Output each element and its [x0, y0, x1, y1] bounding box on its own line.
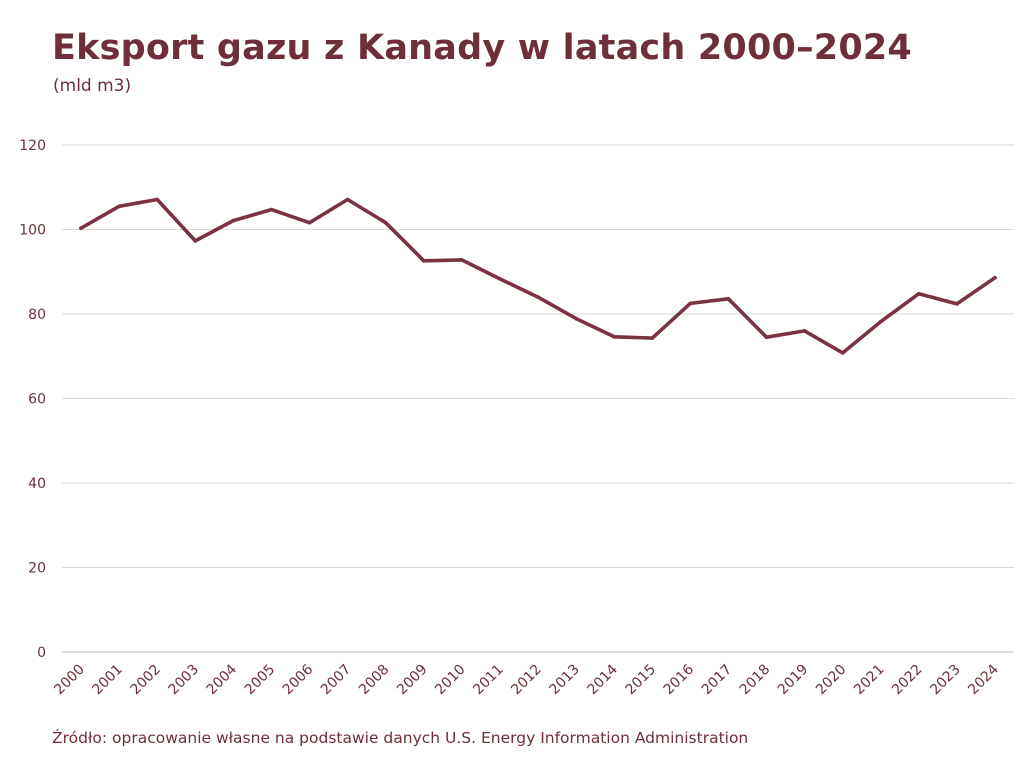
- x-tick-label: 2017: [699, 662, 736, 699]
- data-point: [840, 351, 845, 355]
- x-tick-label: 2009: [394, 662, 431, 699]
- data-point: [878, 319, 883, 324]
- y-tick-label: 100: [19, 223, 46, 239]
- y-tick-label: 0: [37, 645, 46, 661]
- x-tick-label: 2023: [927, 662, 964, 699]
- x-tick-label: 2004: [204, 661, 241, 698]
- y-tick-label: 80: [28, 307, 46, 323]
- x-tick-label: 2013: [546, 662, 583, 699]
- x-tick-label: 2019: [775, 662, 812, 699]
- data-point: [383, 220, 388, 225]
- x-axis-ticks: 2000 2001 2002 2003 2004 2005 2006 2007 2008 2009…: [51, 661, 1002, 698]
- x-tick-label: 2024: [965, 661, 1002, 698]
- data-point: [155, 197, 159, 202]
- x-tick-label: 2014: [584, 661, 621, 698]
- x-tick-label: 2021: [851, 662, 888, 699]
- data-point: [955, 302, 959, 306]
- data-point: [726, 296, 731, 301]
- data-point: [917, 291, 921, 296]
- data-point: [193, 239, 198, 243]
- data-point: [269, 207, 274, 212]
- data-point: [574, 316, 578, 321]
- data-point: [536, 295, 540, 299]
- y-tick-label: 120: [19, 138, 46, 154]
- gridlines: [62, 144, 1014, 653]
- y-axis-ticks: 0 20 40 60 80 100 120: [19, 138, 46, 661]
- x-tick-label: 2006: [280, 661, 317, 698]
- data-point: [307, 220, 312, 225]
- y-tick-label: 40: [28, 476, 46, 492]
- source-note: Źródło: opracowanie własne na podstawie …: [52, 729, 749, 747]
- data-point: [650, 336, 655, 340]
- x-tick-label: 2002: [127, 662, 164, 699]
- data-point: [498, 277, 502, 281]
- x-tick-label: 2000: [51, 662, 88, 699]
- data-point: [993, 275, 997, 280]
- data-point: [764, 335, 769, 340]
- data-point: [117, 204, 121, 209]
- chart-subtitle: (mld m3): [53, 76, 132, 96]
- x-tick-label: 2011: [470, 662, 507, 699]
- chart-title: Eksport gazu z Kanady w latach 2000–2024: [52, 28, 912, 68]
- x-tick-label: 2010: [432, 662, 469, 699]
- x-tick-label: 2015: [623, 662, 660, 699]
- data-point: [802, 329, 807, 333]
- x-tick-label: 2012: [508, 662, 545, 699]
- data-point: [421, 258, 426, 263]
- x-tick-label: 2005: [242, 662, 279, 699]
- x-tick-label: 2001: [89, 662, 126, 699]
- x-tick-label: 2018: [737, 662, 774, 699]
- x-tick-label: 2020: [813, 662, 850, 699]
- x-tick-label: 2007: [318, 662, 355, 699]
- data-point: [460, 258, 464, 262]
- data-point: [79, 226, 83, 231]
- data-point: [231, 218, 236, 223]
- series-layer: [79, 197, 997, 355]
- y-tick-label: 60: [28, 392, 46, 408]
- x-tick-label: 2016: [661, 661, 698, 698]
- x-tick-label: 2008: [356, 662, 393, 699]
- y-tick-label: 20: [28, 561, 46, 577]
- data-point: [345, 197, 350, 202]
- series-line: [79, 197, 997, 355]
- x-tick-label: 2003: [166, 662, 203, 699]
- data-point: [612, 335, 616, 339]
- x-tick-label: 2022: [889, 662, 926, 699]
- data-point: [688, 301, 693, 306]
